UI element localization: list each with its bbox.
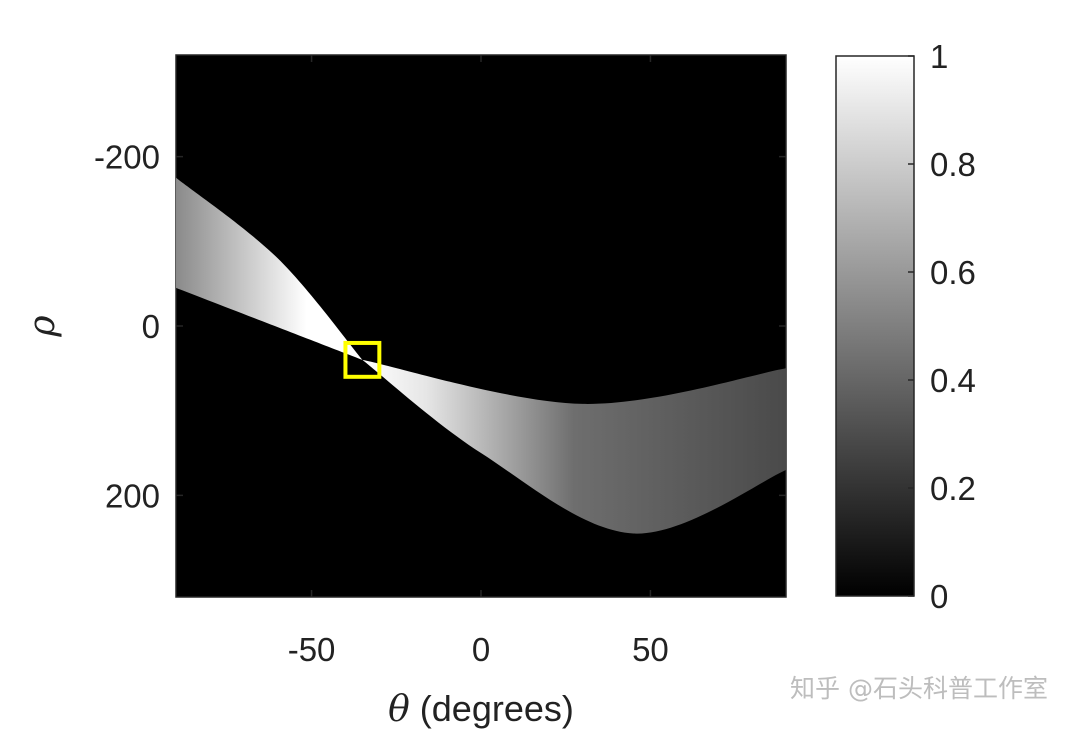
colorbar-tick-label: 1	[930, 38, 948, 75]
colorbar-tick-label: 0.8	[930, 146, 976, 183]
y-tick-label: 200	[105, 477, 160, 514]
y-tick-label: 0	[142, 308, 160, 345]
x-axis-ticks: -50 0 50	[288, 55, 669, 668]
highlight-box	[343, 340, 382, 379]
x-axis-symbol: θ	[388, 689, 410, 730]
band-left	[176, 177, 363, 360]
watermark: 知乎 @石头科普工作室	[790, 674, 1048, 703]
colorbar	[835, 55, 915, 597]
x-tick-label: 0	[472, 631, 490, 668]
x-axis-text: (degrees)	[410, 688, 574, 729]
y-axis-label: ρ	[22, 315, 63, 337]
x-tick-label: -50	[288, 631, 336, 668]
band-right	[362, 359, 786, 534]
x-tick-label: 50	[632, 631, 669, 668]
x-axis-label: θ (degrees)	[388, 688, 574, 730]
colorbar-ticks: 0 0.2 0.4 0.6 0.8 1	[908, 38, 976, 615]
y-tick-label: -200	[94, 139, 160, 176]
colorbar-tick-label: 0	[930, 578, 948, 615]
colorbar-tick-label: 0.6	[930, 254, 976, 291]
colorbar-tick-label: 0.4	[930, 362, 976, 399]
colorbar-tick-label: 0.2	[930, 470, 976, 507]
y-axis-ticks: -200 0 200	[94, 139, 786, 514]
heatmap-bands	[176, 177, 786, 534]
